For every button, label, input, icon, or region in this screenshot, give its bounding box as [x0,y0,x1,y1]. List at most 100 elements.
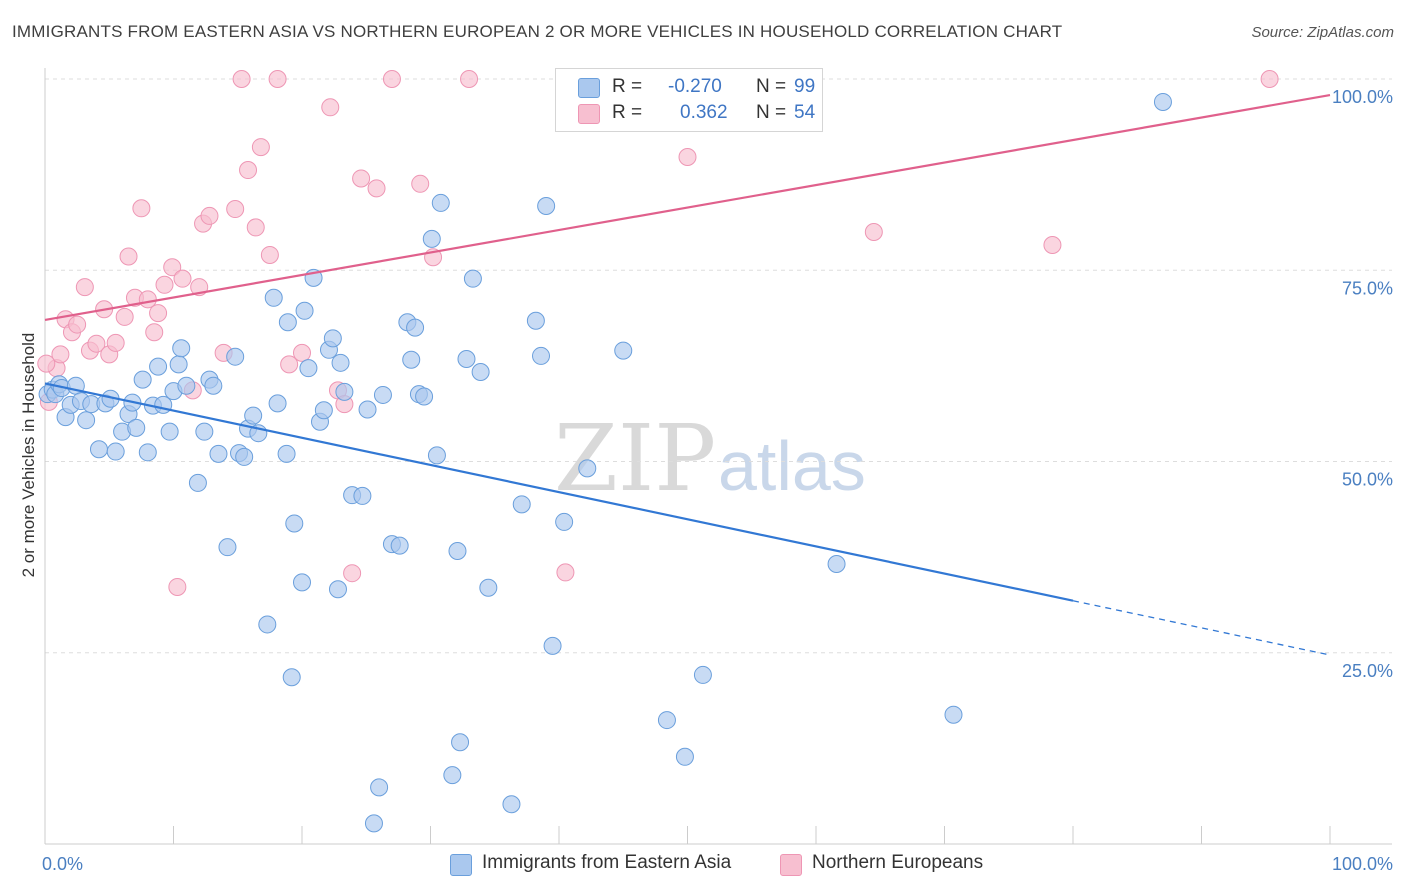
point-immigrants-eastern-asia [451,733,470,752]
point-immigrants-eastern-asia [323,329,342,348]
point-northern-europeans [132,199,151,218]
point-immigrants-eastern-asia [328,580,347,599]
point-immigrants-eastern-asia [657,711,676,730]
point-immigrants-eastern-asia [353,486,372,505]
point-immigrants-eastern-asia [1153,92,1172,111]
point-northern-europeans [149,304,168,323]
point-northern-europeans [260,245,279,264]
y-axis-label: 2 or more Vehicles in Household [19,333,38,578]
x-tick-label: 0.0% [42,854,83,874]
point-immigrants-eastern-asia [331,353,350,372]
point-immigrants-eastern-asia [282,668,301,687]
point-immigrants-eastern-asia [555,512,574,531]
point-immigrants-eastern-asia [526,311,545,330]
legend-r-label: R = [612,76,643,97]
point-immigrants-eastern-asia [89,440,108,459]
bottom-legend-swatch-pink [780,854,802,876]
point-northern-europeans [343,564,362,583]
trend-line-northern-europeans [44,93,1331,322]
point-northern-europeans [119,247,138,266]
point-northern-europeans [232,70,251,88]
point-immigrants-eastern-asia [532,346,551,365]
point-immigrants-eastern-asia [204,376,223,395]
point-immigrants-eastern-asia [278,313,297,332]
point-immigrants-eastern-asia [614,341,633,360]
point-immigrants-eastern-asia [358,400,377,419]
point-immigrants-eastern-asia [127,418,146,437]
point-immigrants-eastern-asia [675,747,694,766]
point-immigrants-eastern-asia [448,542,467,561]
watermark-atlas: atlas [718,427,866,505]
point-immigrants-eastern-asia [512,495,531,514]
legend-n-label: N = [756,76,787,97]
point-immigrants-eastern-asia [226,347,245,366]
point-immigrants-eastern-asia [370,778,389,797]
point-immigrants-eastern-asia [299,359,318,378]
point-northern-europeans [226,200,245,219]
point-northern-europeans [106,333,125,352]
point-immigrants-eastern-asia [543,636,562,655]
point-immigrants-eastern-asia [209,444,228,463]
point-northern-europeans [411,174,430,193]
point-immigrants-eastern-asia [218,538,237,557]
legend-swatch-pink [578,104,600,124]
point-northern-europeans [75,278,94,297]
point-immigrants-eastern-asia [463,269,482,288]
point-immigrants-eastern-asia [502,795,521,814]
bottom-legend-swatch-blue [450,854,472,876]
point-northern-europeans [352,169,371,188]
point-immigrants-eastern-asia [944,705,963,724]
point-immigrants-eastern-asia [373,385,392,404]
point-immigrants-eastern-asia [160,422,179,441]
y-tick-label: 50.0% [1342,470,1393,490]
point-immigrants-eastern-asia [277,444,296,463]
point-immigrants-eastern-asia [106,442,125,461]
point-northern-europeans [115,307,134,326]
point-northern-europeans [556,563,575,582]
point-northern-europeans [251,138,270,157]
y-tick-label: 100.0% [1332,87,1393,107]
point-immigrants-eastern-asia [138,443,157,462]
legend-r-label: R = [612,102,643,123]
bottom-legend-label-pink: Northern Europeans [812,852,984,873]
point-immigrants-eastern-asia [172,339,191,358]
point-northern-europeans [382,70,401,88]
point-northern-europeans [173,269,192,288]
point-northern-europeans [268,70,287,88]
point-northern-europeans [163,258,182,277]
y-tick-label: 25.0% [1342,661,1393,681]
point-immigrants-eastern-asia [693,665,712,684]
source-credit: Source: ZipAtlas.com [1251,24,1394,41]
point-northern-europeans [200,206,219,225]
axes [44,68,1392,845]
point-immigrants-eastern-asia [258,615,277,634]
point-immigrants-eastern-asia [177,376,196,395]
point-immigrants-eastern-asia [457,349,476,368]
x-tick-label: 100.0% [1332,854,1393,874]
point-northern-europeans [293,343,311,362]
point-northern-europeans [239,161,258,180]
point-immigrants-eastern-asia [268,394,287,413]
bottom-legend-label-blue: Immigrants from Eastern Asia [482,852,732,873]
point-northern-europeans [155,275,174,294]
point-northern-europeans [51,345,70,364]
trend-line-immigrants-eastern-asia [44,382,1074,602]
series-immigrants-eastern-asia [38,70,1172,833]
point-immigrants-eastern-asia [293,573,311,592]
point-immigrants-eastern-asia [264,288,283,307]
point-immigrants-eastern-asia [244,406,263,425]
point-northern-europeans [246,218,265,237]
legend-n-value-pink: 54 [794,102,816,123]
point-immigrants-eastern-asia [443,766,462,785]
point-immigrants-eastern-asia [406,318,425,337]
tick-labels: 25.0% 50.0% 75.0% 100.0% 0.0% 100.0% [42,87,1393,874]
point-northern-europeans [460,70,479,88]
point-immigrants-eastern-asia [364,814,383,833]
point-immigrants-eastern-asia [195,422,214,441]
point-immigrants-eastern-asia [133,370,152,389]
point-immigrants-eastern-asia [827,555,846,574]
point-northern-europeans [321,98,340,117]
point-northern-europeans [87,334,106,353]
legend-n-value-blue: 99 [794,76,816,97]
point-immigrants-eastern-asia [415,387,434,406]
